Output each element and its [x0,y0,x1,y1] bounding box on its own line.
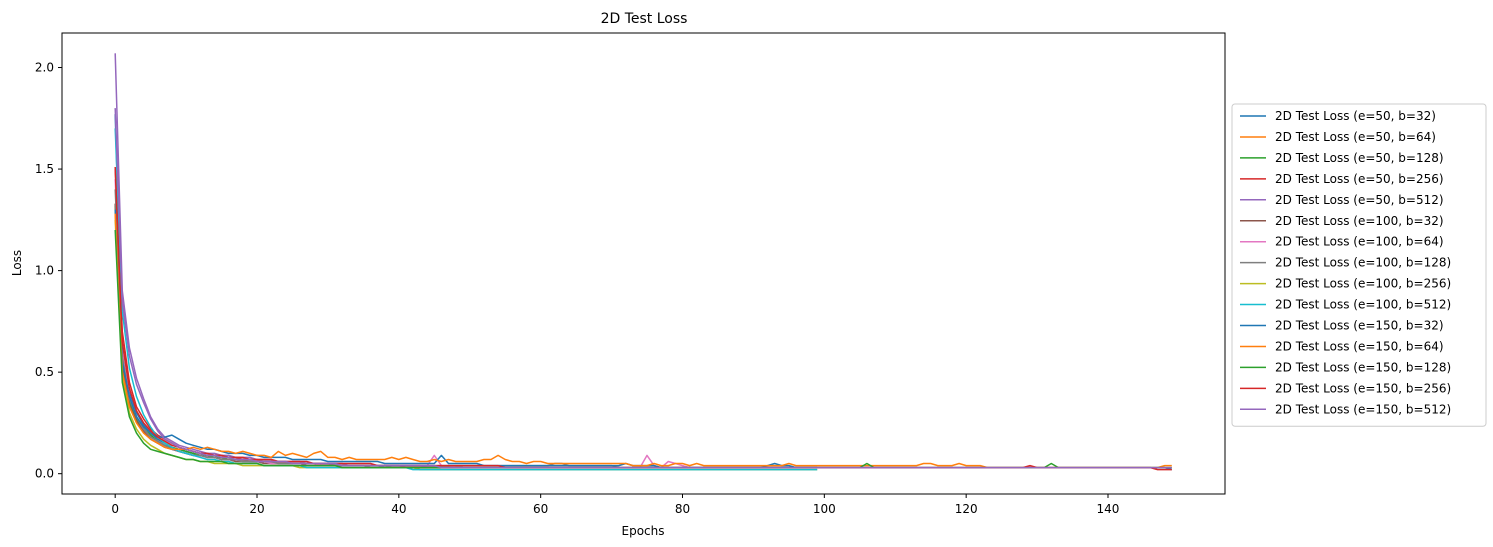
x-tick-label: 40 [391,502,406,516]
x-axis: 0 20 40 60 80 100 120 140 [111,494,1119,516]
legend-label: 2D Test Loss (e=150, b=32) [1275,319,1444,333]
legend-label: 2D Test Loss (e=100, b=512) [1275,298,1451,312]
plot-area [114,53,1173,471]
y-tick-label: 0.5 [35,365,54,379]
legend-label: 2D Test Loss (e=100, b=128) [1275,256,1451,270]
legend-label: 2D Test Loss (e=150, b=256) [1275,381,1451,395]
legend: 2D Test Loss (e=50, b=32) 2D Test Loss (e… [1231,103,1487,427]
y-tick-label: 2.0 [35,61,54,75]
y-tick-label: 1.5 [35,162,54,176]
legend-label: 2D Test Loss (e=50, b=32) [1275,109,1436,123]
legend-label: 2D Test Loss (e=100, b=64) [1275,235,1444,249]
legend-box [1231,103,1487,427]
x-tick-label: 80 [675,502,690,516]
x-tick-label: 100 [813,502,836,516]
legend-label: 2D Test Loss (e=100, b=32) [1275,214,1444,228]
chart-title: 2D Test Loss [601,11,688,27]
x-tick-label: 20 [249,502,264,516]
legend-label: 2D Test Loss (e=150, b=512) [1275,402,1451,416]
x-tick-label: 60 [533,502,548,516]
legend-label: 2D Test Loss (e=50, b=64) [1275,130,1436,144]
series-line-15 [114,108,1172,469]
legend-label: 2D Test Loss (e=150, b=64) [1275,339,1444,353]
axes-frame [61,32,1226,495]
x-tick-label: 140 [1097,502,1120,516]
legend-label: 2D Test Loss (e=100, b=256) [1275,277,1451,291]
legend-label: 2D Test Loss (e=50, b=256) [1275,172,1444,186]
y-tick-label: 1.0 [35,264,54,278]
x-tick-label: 0 [111,502,119,516]
legend-label: 2D Test Loss (e=50, b=128) [1275,151,1444,165]
x-axis-label: Epochs [622,524,665,538]
series-line-10 [114,128,818,471]
y-axis-label: Loss [10,250,24,276]
x-tick-label: 120 [955,502,978,516]
legend-label: 2D Test Loss (e=150, b=128) [1275,360,1451,374]
y-tick-label: 0.0 [35,467,54,481]
legend-label: 2D Test Loss (e=50, b=512) [1275,193,1444,207]
y-axis: 0.0 0.5 1.0 1.5 2.0 [35,61,62,481]
